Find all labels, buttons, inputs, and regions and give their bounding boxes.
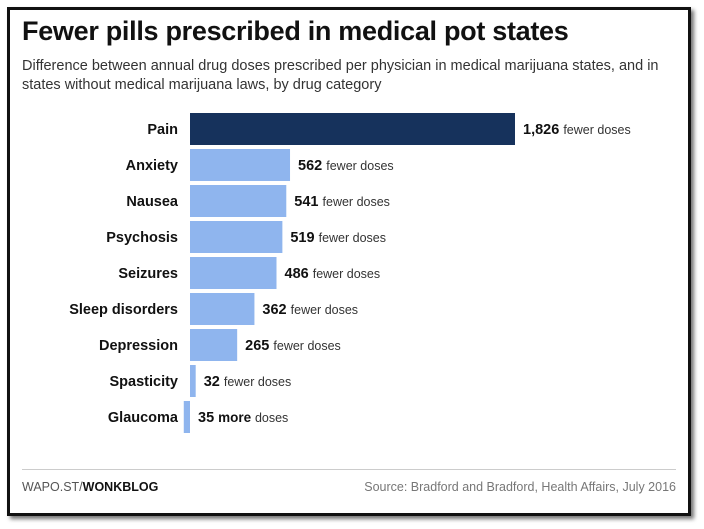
data-label-suffix: more [218,410,255,425]
bar [190,113,515,145]
data-label-unit: doses [255,411,288,425]
data-label: 362 fewer doses [262,302,358,318]
category-label: Seizures [118,266,178,282]
footer-credit-prefix: WAPO.ST/ [22,480,83,494]
data-label-suffix: fewer [313,267,347,281]
bar [190,185,287,217]
data-label-value: 362 [262,302,290,318]
data-label-value: 541 [294,194,322,210]
data-label-suffix: fewer [224,375,258,389]
bar [190,293,255,325]
category-label: Nausea [126,194,179,210]
bar [190,221,283,253]
chart-subtitle: Difference between annual drug doses pre… [22,58,659,93]
data-label-unit: doses [258,375,291,389]
data-label-unit: doses [347,267,380,281]
data-label-value: 1,826 [523,122,563,138]
data-label-suffix: fewer [273,339,307,353]
data-label-value: 486 [285,266,313,282]
footer-credit: WAPO.ST/WONKBLOG [22,480,158,494]
bar [190,365,196,397]
footer-source: Source: Bradford and Bradford, Health Af… [364,480,676,494]
data-label-value: 562 [298,158,326,174]
data-label-unit: doses [360,159,393,173]
category-label: Psychosis [106,230,178,246]
category-label: Pain [147,122,178,138]
category-label: Anxiety [126,158,178,174]
chart-frame: Fewer pills prescribed in medical pot st… [7,7,691,516]
data-label-suffix: fewer [323,195,357,209]
data-label-suffix: fewer [319,231,353,245]
footer-divider [22,469,676,470]
bar-chart: Pain 1,826 fewer doses Anxiety 562 fewer do… [69,113,631,433]
data-label-suffix: fewer [563,123,597,137]
bar [190,149,291,181]
bar [183,401,190,433]
category-label: Depression [99,338,178,354]
footer-credit-bold: WONKBLOG [82,480,159,494]
data-label: 541 fewer doses [294,194,390,210]
category-label: Glaucoma [108,410,179,426]
data-label-value: 35 [198,410,218,426]
data-label-unit: doses [357,195,390,209]
bar [190,329,238,361]
data-label: 519 fewer doses [290,230,386,246]
data-label-value: 519 [290,230,318,246]
data-label-unit: doses [307,339,340,353]
data-label-unit: doses [325,303,358,317]
data-label: 1,826 fewer doses [523,122,631,138]
data-label-value: 265 [245,338,273,354]
data-label: 32 fewer doses [204,374,292,390]
data-label-suffix: fewer [291,303,325,317]
bar [190,257,277,289]
data-label: 265 fewer doses [245,338,341,354]
data-label-unit: doses [353,231,386,245]
category-label: Spasticity [110,374,179,390]
data-label: 562 fewer doses [298,158,394,174]
chart-title: Fewer pills prescribed in medical pot st… [22,16,569,46]
data-label-suffix: fewer [326,159,360,173]
data-label: 35 more doses [198,410,288,426]
data-label-unit: doses [597,123,630,137]
data-label-value: 32 [204,374,224,390]
data-label: 486 fewer doses [285,266,381,282]
category-label: Sleep disorders [69,302,178,318]
